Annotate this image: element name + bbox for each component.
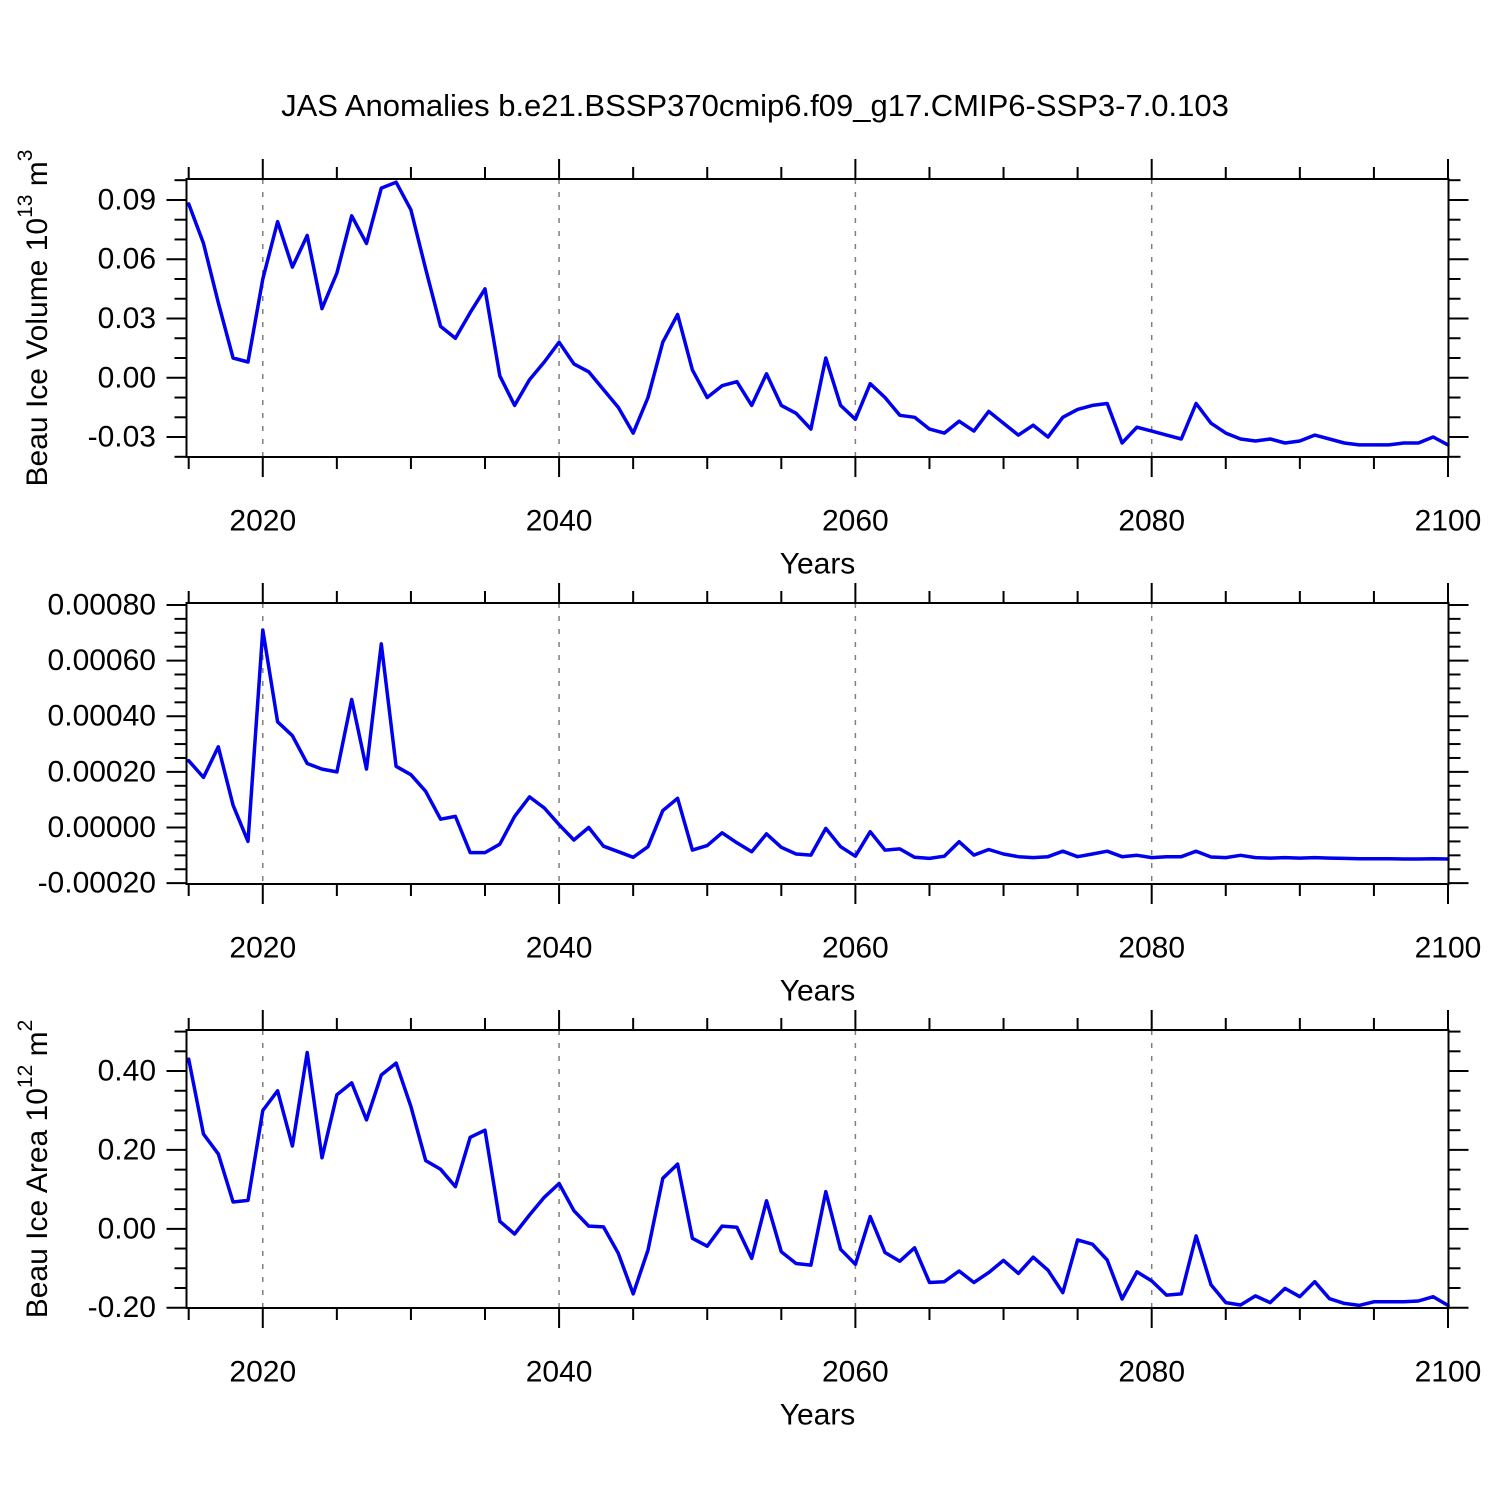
x-tick-label: 2060 (822, 932, 889, 965)
chart-title: JAS Anomalies b.e21.BSSP370cmip6.f09_g17… (281, 88, 1229, 123)
y-tick-label: 0.00080 (48, 588, 156, 621)
x-tick-label: 2100 (1415, 932, 1482, 965)
y-tick-label: -0.00020 (38, 867, 156, 900)
y-tick-label: 0.00040 (48, 700, 156, 733)
x-tick-label: 2100 (1415, 1356, 1482, 1389)
panel-beau-ice-volume: 0.09 0.06 0.03 0.00 -0.03 2020 2040 2060 2080 210… (14, 150, 1482, 581)
y-tick-label: 0.20 (98, 1133, 156, 1166)
x-tick-label: 2040 (526, 505, 593, 538)
x-tick-label: 2020 (229, 932, 296, 965)
beau-ice-area-frame (185, 1029, 1450, 1309)
x-tick-label: 2080 (1118, 505, 1185, 538)
beau-ice-area-line (186, 1050, 1450, 1308)
beau-ice-volume-line (186, 180, 1450, 447)
y-tick-label: 0.03 (98, 302, 156, 335)
y-tick-label: -0.03 (88, 421, 156, 454)
beau-ice-volume-ylabel: Beau Ice Volume 1013 m3 (14, 150, 54, 487)
middle-series-xlabel: Years (780, 975, 856, 1008)
y-tick-label: 0.40 (98, 1055, 156, 1088)
y-tick-label: 0.06 (98, 243, 156, 276)
x-tick-label: 2040 (526, 932, 593, 965)
y-tick-label: 0.00020 (48, 755, 156, 788)
x-tick-label: 2020 (229, 505, 296, 538)
beau-ice-volume-xlabel: Years (780, 548, 856, 581)
panel-beau-ice-area: 0.40 0.20 0.00 -0.20 2020 2040 2060 2080 2100 Yea… (14, 1010, 1482, 1432)
y-tick-label: 0.00 (98, 1212, 156, 1245)
x-tick-label: 2100 (1415, 505, 1482, 538)
panel-middle-series: 0.00080 0.00060 0.00040 0.00020 0.00000 -0.00… (38, 583, 1482, 1008)
x-tick-label: 2020 (229, 1356, 296, 1389)
x-tick-label: 2060 (822, 1356, 889, 1389)
y-tick-label: 0.00 (98, 361, 156, 394)
beau-ice-area-ylabel: Beau Ice Area 1012 m2 (14, 1020, 54, 1319)
x-tick-label: 2040 (526, 1356, 593, 1389)
y-tick-label: 0.09 (98, 183, 156, 216)
x-tick-label: 2060 (822, 505, 889, 538)
x-tick-label: 2080 (1118, 1356, 1185, 1389)
middle-series-line (186, 628, 1450, 861)
x-tick-label: 2080 (1118, 932, 1185, 965)
beau-ice-volume-frame (185, 178, 1450, 458)
y-tick-label: -0.20 (88, 1291, 156, 1324)
beau-ice-area-xlabel: Years (780, 1399, 856, 1432)
y-tick-label: 0.00000 (48, 811, 156, 844)
y-tick-label: 0.00060 (48, 644, 156, 677)
